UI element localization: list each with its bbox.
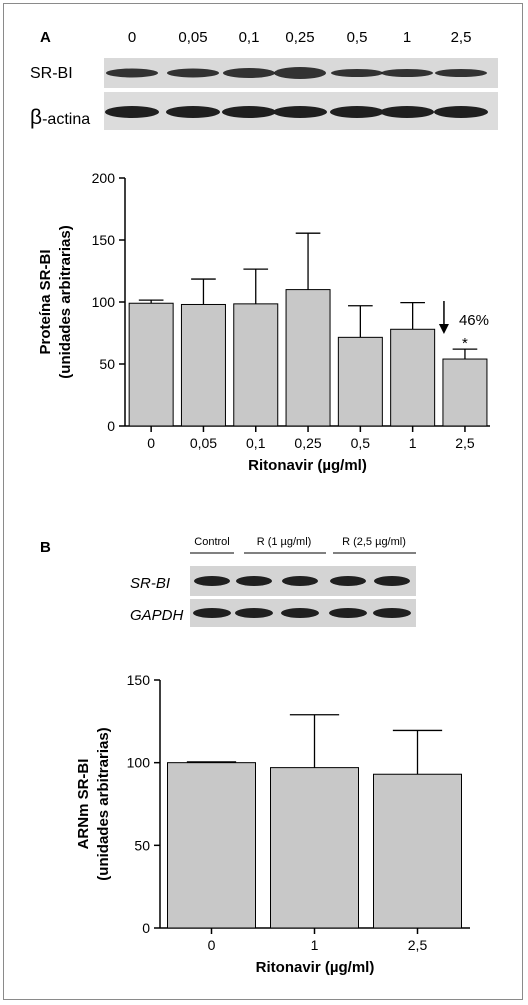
lane-label-5: 1 <box>403 29 411 46</box>
chart-a-xtick-label-5: 1 <box>409 435 417 451</box>
band-a-control-0 <box>105 106 159 118</box>
band-b-target-4 <box>374 576 410 586</box>
chart-a-xtick-label-2: 0,1 <box>246 435 266 451</box>
blot-a-control-label: β-actina <box>30 106 90 129</box>
band-a-target-4 <box>331 69 383 77</box>
band-b-target-0 <box>194 576 230 586</box>
chart-a-significance-mark: * <box>462 335 468 352</box>
chart-a-bar-5 <box>390 328 436 427</box>
chart-b-xtick-label-0: 0 <box>208 937 216 953</box>
chart-a-xtick-label-6: 2,5 <box>455 435 475 451</box>
group-label-r1: R (1 µg/ml) <box>257 536 312 548</box>
chart-a-arrow-head <box>438 324 449 334</box>
band-a-control-1 <box>166 106 220 118</box>
band-a-target-6 <box>435 69 487 77</box>
chart-b-xtick-label-2: 2,5 <box>408 937 428 953</box>
band-b-control-4 <box>373 608 411 618</box>
lane-label-4: 0,5 <box>347 29 368 46</box>
chart-b-bar-2 <box>373 773 462 929</box>
chart-a-ylabel-line1: Proteína SR-BI <box>37 249 54 354</box>
chart-b-xlabel: Ritonavir (µg/ml) <box>256 959 375 976</box>
band-a-control-3 <box>273 106 327 118</box>
panel-b-label: B <box>40 539 51 556</box>
band-b-control-2 <box>281 608 319 618</box>
blot-a-control <box>104 92 498 130</box>
lane-label-0: 0 <box>128 29 136 46</box>
chart-a-ytick-label-3: 150 <box>92 232 116 248</box>
chart-a-xtick-label-1: 0,05 <box>190 435 217 451</box>
band-b-control-3 <box>329 608 367 618</box>
chart-a-ytick-label-0: 0 <box>107 418 115 434</box>
gel-b-control-bands <box>193 608 411 618</box>
chart-b-xtick-label-1: 1 <box>311 937 319 953</box>
blot-a-control-bands <box>105 106 488 118</box>
chart-a-bar-1 <box>180 303 226 427</box>
band-b-target-1 <box>236 576 272 586</box>
blot-a-target-bands <box>106 67 487 79</box>
band-a-control-4 <box>330 106 384 118</box>
chart-b: 0 50 100 150 0 1 2,5 Ritonavir (µg/ml) ARNm SR-B… <box>75 672 470 976</box>
chart-a-xtick-label-0: 0 <box>147 435 155 451</box>
chart-a-bar-3 <box>285 289 331 427</box>
blot-a-target <box>104 58 498 88</box>
chart-b-ytick-label-1: 50 <box>134 837 150 853</box>
actina-text: -actina <box>42 111 90 128</box>
chart-a-ytick-label-2: 100 <box>92 294 116 310</box>
chart-a-ytick-label-4: 200 <box>92 170 116 186</box>
chart-a-bar-2 <box>233 303 279 427</box>
band-a-target-3 <box>274 67 326 79</box>
band-a-target-5 <box>381 69 433 77</box>
chart-a-annotation-percent: 46% <box>459 312 489 329</box>
band-b-target-3 <box>330 576 366 586</box>
band-b-control-0 <box>193 608 231 618</box>
band-a-target-2 <box>223 68 275 78</box>
lane-label-1: 0,05 <box>178 29 207 46</box>
chart-b-bar-0 <box>167 762 256 929</box>
chart-b-ytick-label-0: 0 <box>142 920 150 936</box>
chart-a-bar-0 <box>128 302 174 427</box>
band-a-control-5 <box>380 106 434 118</box>
chart-a: 0 50 100 150 200 0 0,05 0,1 0,25 0,5 1 2,5 Ritonavir… <box>37 170 490 474</box>
gel-b-control <box>190 599 416 627</box>
chart-a-ytick-label-1: 50 <box>99 356 115 372</box>
band-a-target-1 <box>167 68 219 78</box>
gel-b-control-label: GAPDH <box>130 607 184 624</box>
band-a-target-0 <box>106 68 158 78</box>
gel-b-target-bands <box>194 576 410 586</box>
panel-a-lane-labels: 0 0,05 0,1 0,25 0,5 1 2,5 <box>128 29 472 46</box>
lane-label-3: 0,25 <box>285 29 314 46</box>
gel-b-target-label: SR-BI <box>130 575 170 592</box>
chart-a-xlabel: Ritonavir (µg/ml) <box>248 457 367 474</box>
blot-a-target-label: SR-BI <box>30 65 73 82</box>
chart-b-ylabel-line1: ARNm SR-BI <box>75 759 92 850</box>
panel-a-label: A <box>40 29 51 46</box>
beta-symbol: β <box>30 106 42 129</box>
chart-a-ylabel-line2: (unidades arbitrarias) <box>57 225 74 378</box>
group-label-control: Control <box>194 536 229 548</box>
band-b-control-1 <box>235 608 273 618</box>
chart-a-xtick-label-4: 0,5 <box>351 435 371 451</box>
chart-b-bar-1 <box>270 767 359 929</box>
chart-b-ylabel-line2: (unidades arbitrarias) <box>95 727 112 880</box>
chart-a-bar-6 <box>442 358 488 427</box>
band-a-control-6 <box>434 106 488 118</box>
band-a-control-2 <box>222 106 276 118</box>
chart-a-bar-4 <box>337 336 383 427</box>
lane-label-2: 0,1 <box>239 29 260 46</box>
group-label-r25: R (2,5 µg/ml) <box>342 536 406 548</box>
chart-b-ytick-label-2: 100 <box>127 755 151 771</box>
band-b-target-2 <box>282 576 318 586</box>
lane-label-6: 2,5 <box>451 29 472 46</box>
gel-b-target <box>190 566 416 596</box>
chart-a-xtick-label-3: 0,25 <box>294 435 321 451</box>
chart-b-ytick-label-3: 150 <box>127 672 151 688</box>
